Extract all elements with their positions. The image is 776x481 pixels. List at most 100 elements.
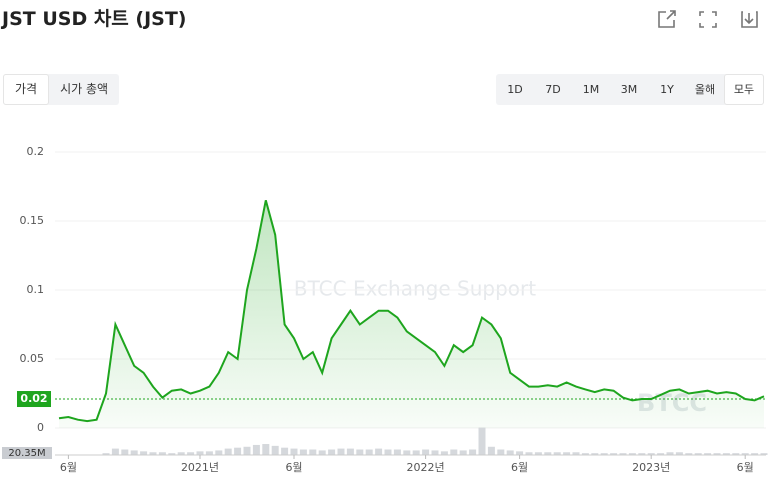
volume-bar — [309, 449, 317, 455]
volume-bar — [149, 452, 157, 455]
tab-group: 가격 시가 총액 — [3, 74, 120, 105]
x-tick-label: 2022년 — [407, 461, 445, 474]
y-tick-label: 0.05 — [20, 352, 45, 365]
volume-bar — [713, 453, 721, 455]
volume-bar — [563, 452, 571, 455]
x-tick-label: 2021년 — [181, 461, 219, 474]
watermark: BTCC Exchange Support — [294, 277, 536, 301]
tab[interactable]: 시가 총액 — [60, 82, 109, 96]
volume-bar — [412, 450, 420, 455]
volume-bar — [487, 446, 495, 455]
volume-bar — [619, 453, 627, 455]
volume-bar — [290, 448, 298, 455]
volume-bar — [647, 453, 655, 455]
volume-bar — [591, 453, 599, 455]
range-button[interactable]: 1M — [582, 83, 600, 96]
volume-bar — [610, 453, 618, 455]
range-button[interactable]: 1Y — [660, 83, 674, 96]
volume-bar — [243, 446, 251, 455]
volume-bar — [337, 448, 345, 455]
price-marker-bg — [17, 391, 51, 408]
volume-label-bg — [2, 447, 52, 459]
volume-bar — [130, 450, 138, 455]
volume-bar — [431, 450, 439, 455]
range-button[interactable]: 7D — [545, 83, 561, 96]
x-tick-label: 6월 — [511, 461, 528, 474]
volume-bar — [403, 450, 411, 455]
volume-bar — [111, 448, 119, 455]
volume-bar — [525, 452, 533, 455]
volume-bar — [675, 452, 683, 455]
volume-bar — [440, 451, 448, 455]
volume-bar — [732, 453, 740, 455]
volume-bar — [497, 449, 505, 455]
volume-bar — [544, 452, 552, 455]
volume-bar — [384, 449, 392, 455]
volume-bar — [224, 448, 232, 455]
volume-bar — [205, 451, 213, 455]
volume-bar — [262, 444, 270, 455]
volume-bar — [469, 449, 477, 455]
y-tick-label: 0 — [37, 421, 44, 434]
volume-bar — [657, 453, 665, 455]
volume-bar — [450, 449, 458, 455]
area — [59, 200, 764, 428]
volume-label: 20.35M — [8, 448, 45, 459]
volume-bar — [459, 450, 467, 455]
volume-bar — [694, 453, 702, 455]
x-tick-label: 2023년 — [632, 461, 670, 474]
volume-bar — [328, 449, 336, 455]
tab[interactable]: 가격 — [3, 74, 50, 105]
volume-bar — [506, 450, 514, 455]
volume-bar — [478, 427, 486, 455]
volume-bar — [393, 449, 401, 455]
range-button[interactable]: 3M — [620, 83, 638, 96]
volume-bar — [751, 453, 759, 455]
volume-bar — [666, 452, 674, 455]
price-marker-label: 0.02 — [20, 392, 47, 405]
toolbar-icons[interactable] — [656, 8, 766, 30]
volume-bar — [741, 453, 749, 455]
volume-bar — [638, 453, 646, 455]
volume-bar — [375, 448, 383, 455]
volume-bar — [187, 452, 195, 455]
volume-bar — [704, 453, 712, 455]
price-line — [58, 200, 765, 423]
x-tick-label: 6월 — [60, 461, 77, 474]
volume-bar — [600, 453, 608, 455]
volume-bar — [140, 451, 148, 455]
volume-bar — [422, 449, 430, 455]
volume-bar — [168, 453, 176, 455]
volume-bar — [196, 451, 204, 455]
volume-bar — [356, 449, 364, 455]
range-button[interactable]: 올해 — [694, 83, 716, 96]
range-group: 1D 7D 1M 3M 1Y 올해 모두 — [496, 74, 764, 105]
volume-bar — [581, 453, 589, 455]
volume-bar — [534, 452, 542, 455]
volume-bar — [572, 452, 580, 455]
x-tick-label: 6월 — [285, 461, 302, 474]
y-tick-label: 0.15 — [20, 214, 45, 227]
volume-bar — [252, 444, 260, 455]
volume-bar — [121, 449, 129, 455]
volume-bar — [365, 449, 373, 455]
volume-bar — [271, 445, 279, 455]
y-tick-label: 0.2 — [27, 145, 45, 158]
range-button[interactable]: 모두 — [724, 74, 764, 105]
volume-bar — [158, 452, 166, 455]
volume-bar — [553, 452, 561, 455]
x-tick-label: 6월 — [737, 461, 754, 474]
volume-bar — [177, 452, 185, 455]
volume-bar — [516, 451, 524, 455]
volume-bar — [281, 447, 289, 455]
volume-bar — [685, 453, 693, 455]
volume-bar — [215, 450, 223, 455]
volume-bar — [628, 453, 636, 455]
volume-bar — [234, 447, 242, 455]
volume-bar — [299, 449, 307, 455]
volume-bar — [760, 453, 768, 455]
range-button[interactable]: 1D — [507, 83, 523, 96]
volume-bar — [102, 453, 110, 455]
